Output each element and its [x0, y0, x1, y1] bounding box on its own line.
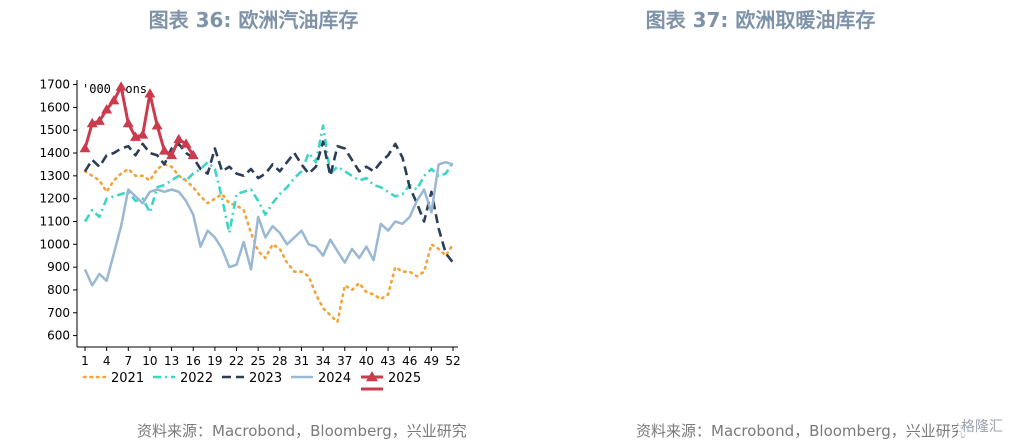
x-tick-label: 16 — [186, 354, 201, 368]
x-tick-label: 22 — [229, 354, 244, 368]
legend-label-2022: 2022 — [180, 371, 213, 386]
x-tick-label: 7 — [124, 354, 132, 368]
x-tick-label: 10 — [142, 354, 157, 368]
y-tick-label: 1700 — [39, 78, 70, 92]
x-tick-label: 13 — [164, 354, 179, 368]
x-tick-label: 28 — [272, 354, 287, 368]
series-line-2024 — [83, 160, 454, 287]
gasoline-inventory-chart: 600 700 800 900 1000 1100 1200 1300 1400 1500 1600… — [39, 78, 461, 391]
watermark-logo: 格隆汇 — [958, 415, 1006, 437]
series-line-2022 — [83, 124, 455, 235]
chart-source: 资料来源：Macrobond，Bloomberg，兴业研究 — [636, 422, 966, 440]
y-tick-label: 700 — [47, 306, 70, 320]
x-tick-label: 46 — [402, 354, 417, 368]
series-marker-2025 — [115, 81, 127, 91]
series-marker-2025 — [137, 129, 149, 139]
heating-oil-inventory-chart: 1250150017502000225025002750147101316192… — [507, 0, 1014, 444]
series-marker-2025 — [151, 120, 163, 130]
series-marker-2025 — [122, 117, 134, 128]
series-marker-2025 — [187, 149, 199, 160]
x-tick-label: 40 — [359, 354, 374, 368]
x-tick-label: 19 — [207, 354, 222, 368]
y-tick-label: 600 — [47, 329, 70, 343]
y-tick-label: 1400 — [39, 146, 70, 160]
series-marker-2025 — [158, 145, 170, 155]
series-marker-2025 — [79, 142, 91, 153]
legend-label-2024: 2024 — [318, 371, 351, 386]
legend-marker-2025 — [366, 371, 378, 382]
series-marker-2025 — [173, 133, 185, 144]
y-unit-label: '000 tons — [82, 82, 147, 96]
legend-label-2023: 2023 — [249, 371, 282, 386]
legend: 2021 2022 2023 2024 2025 — [82, 371, 421, 391]
series-marker-2025 — [101, 104, 113, 114]
y-tick-label: 1500 — [39, 123, 70, 137]
axes: 600 700 800 900 1000 1100 1200 1300 1400 1500 1600… — [39, 78, 460, 368]
series-marker-2025 — [180, 138, 192, 148]
chart-title: 图表 36: 欧洲汽油库存 — [148, 8, 359, 32]
x-tick-label: 25 — [251, 354, 266, 368]
x-tick-label: 34 — [315, 354, 330, 368]
legend-label-2025: 2025 — [388, 371, 421, 386]
chart-panel-heating-oil: 图表 37: 欧洲取暖油库存 1250150017502000225025002… — [507, 0, 1014, 444]
y-tick-label: 1200 — [39, 192, 70, 206]
series-marker-2025 — [144, 88, 156, 98]
x-tick-label: 31 — [294, 354, 309, 368]
series-group — [79, 81, 455, 324]
legend-label-2021: 2021 — [111, 371, 144, 386]
chart-panel-gasoline: 图表 36: 欧洲汽油库存 600 700 800 900 1000 1100 1200 13… — [39, 8, 467, 440]
x-tick-label: 37 — [337, 354, 352, 368]
y-tick-label: 1300 — [39, 169, 70, 183]
series-marker-2025 — [166, 149, 178, 160]
chart-title: 图表 37: 欧洲取暖油库存 — [645, 8, 876, 32]
chart-source: 资料来源：Macrobond，Bloomberg，兴业研究 — [137, 422, 467, 440]
x-tick-label: 52 — [445, 354, 460, 368]
series-marker-2025 — [108, 95, 120, 105]
x-tick-label: 43 — [380, 354, 395, 368]
x-tick-label: 4 — [103, 354, 111, 368]
x-tick-label: 49 — [424, 354, 439, 368]
y-tick-label: 1600 — [39, 100, 70, 114]
y-tick-label: 1100 — [39, 214, 70, 228]
y-tick-label: 900 — [47, 260, 70, 274]
x-tick-label: 1 — [81, 354, 89, 368]
y-tick-label: 800 — [47, 283, 70, 297]
y-tick-label: 1000 — [39, 237, 70, 251]
series-marker-2025 — [93, 115, 105, 125]
series-line-2023 — [83, 140, 455, 264]
series-line-2021 — [83, 163, 455, 324]
